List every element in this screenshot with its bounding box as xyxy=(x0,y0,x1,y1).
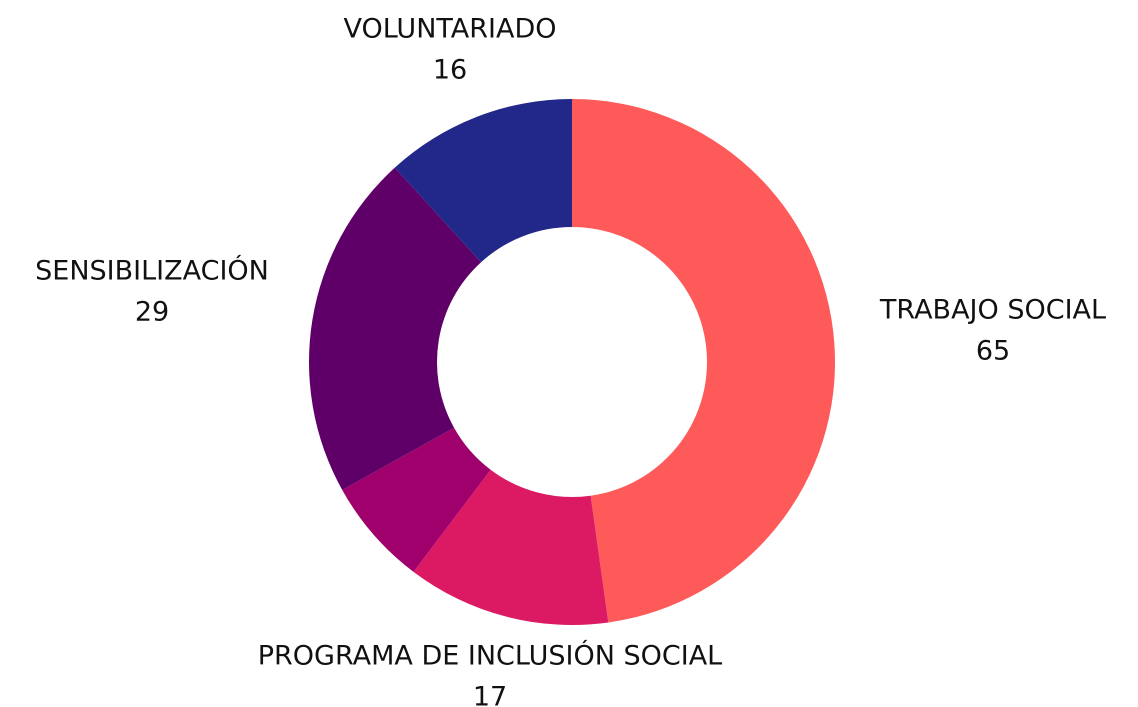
slice-label: TRABAJO SOCIAL xyxy=(879,295,1106,326)
slice-value: 65 xyxy=(976,336,1010,367)
slice-value: 29 xyxy=(135,297,169,328)
slice xyxy=(572,99,835,623)
slice xyxy=(394,99,572,263)
slice-label: VOLUNTARIADO xyxy=(343,14,556,45)
slice-value: 16 xyxy=(433,55,467,86)
slice xyxy=(308,167,482,490)
slice-label: PROGRAMA DE INCLUSIÓN SOCIAL xyxy=(258,640,722,672)
slice-value: 17 xyxy=(473,682,507,707)
slice xyxy=(413,469,609,625)
slice xyxy=(342,427,491,572)
slice-label: SENSIBILIZACIÓN xyxy=(35,255,269,287)
